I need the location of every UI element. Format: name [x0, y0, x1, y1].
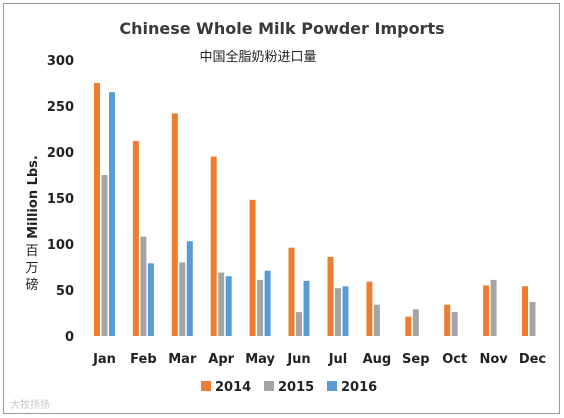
- bar-2016-jan: [109, 92, 115, 336]
- x-tick-label: Mar: [168, 352, 197, 367]
- bar-2015-sep: [412, 309, 419, 336]
- bar-2015-mar: [179, 262, 186, 336]
- legend-label-2014: 2014: [215, 380, 251, 395]
- x-tick-label: Oct: [442, 352, 467, 367]
- x-tick-label: Sep: [402, 352, 430, 367]
- x-tick-label: Jul: [328, 352, 348, 367]
- bar-2016-apr: [225, 276, 232, 336]
- bar-2014-oct: [444, 304, 451, 336]
- bar-2014-may: [249, 199, 256, 336]
- bar-2016-feb: [147, 263, 154, 336]
- y-axis-label-cn: 百万磅: [25, 244, 38, 293]
- y-tick-label: 50: [56, 284, 74, 299]
- bar-2015-may: [257, 279, 264, 336]
- y-tick-label: 150: [47, 192, 74, 207]
- bar-2014-jan: [94, 83, 100, 336]
- chart-title: Chinese Whole Milk Powder Imports: [119, 19, 444, 38]
- bar-2014-apr: [210, 156, 217, 336]
- chart-subtitle: 中国全脂奶粉进口量: [199, 49, 316, 65]
- legend-swatch-2016: [327, 381, 337, 391]
- bar-2015-apr: [218, 272, 225, 336]
- bar-2015-feb: [140, 236, 147, 336]
- x-tick-label: Apr: [208, 352, 234, 367]
- bar-2014-nov: [483, 285, 490, 336]
- x-tick-label: May: [245, 352, 275, 367]
- y-axis-label: Million Lbs.: [26, 155, 41, 239]
- bar-2014-sep: [405, 316, 412, 336]
- bar-2014-jul: [327, 256, 334, 336]
- bar-2014-aug: [366, 281, 373, 336]
- y-tick-label: 0: [65, 330, 74, 345]
- y-axis-label-cn-char: 万: [25, 261, 38, 276]
- bar-2015-aug: [373, 304, 380, 336]
- bar-2016-jun: [303, 280, 310, 336]
- x-tick-label: Jan: [92, 352, 116, 367]
- bar-2015-dec: [529, 302, 536, 336]
- bar-2016-jul: [342, 286, 349, 336]
- y-tick-label: 100: [47, 238, 74, 253]
- x-tick-label: Dec: [519, 352, 546, 367]
- bar-2015-jan: [101, 175, 108, 336]
- bar-2015-nov: [490, 279, 497, 336]
- y-tick-label: 300: [47, 54, 74, 69]
- legend-label-2016: 2016: [341, 380, 377, 395]
- bar-2014-dec: [522, 286, 528, 336]
- y-axis-label-cn-char: 百: [25, 244, 38, 259]
- x-tick-label: Feb: [130, 352, 156, 367]
- bar-2016-mar: [186, 241, 193, 336]
- bar-2015-oct: [451, 312, 458, 336]
- legend-label-2015: 2015: [278, 380, 314, 395]
- x-tick-label: Jun: [286, 352, 310, 367]
- bar-2014-feb: [132, 141, 139, 336]
- x-tick-label: Nov: [479, 352, 508, 367]
- legend-swatch-2015: [264, 381, 274, 391]
- bar-2014-jun: [288, 247, 295, 336]
- watermark-text: 大牧扬扬: [10, 398, 50, 411]
- y-tick-label: 200: [47, 146, 74, 161]
- x-tick-label: Aug: [363, 352, 392, 367]
- bar-2015-jun: [296, 312, 302, 336]
- y-tick-label: 250: [47, 100, 74, 115]
- y-axis-label-cn-char: 磅: [25, 277, 38, 293]
- bar-2016-may: [264, 270, 271, 336]
- legend-swatch-2014: [201, 381, 211, 391]
- bar-2014-mar: [171, 113, 178, 337]
- bar-2015-jul: [335, 288, 341, 336]
